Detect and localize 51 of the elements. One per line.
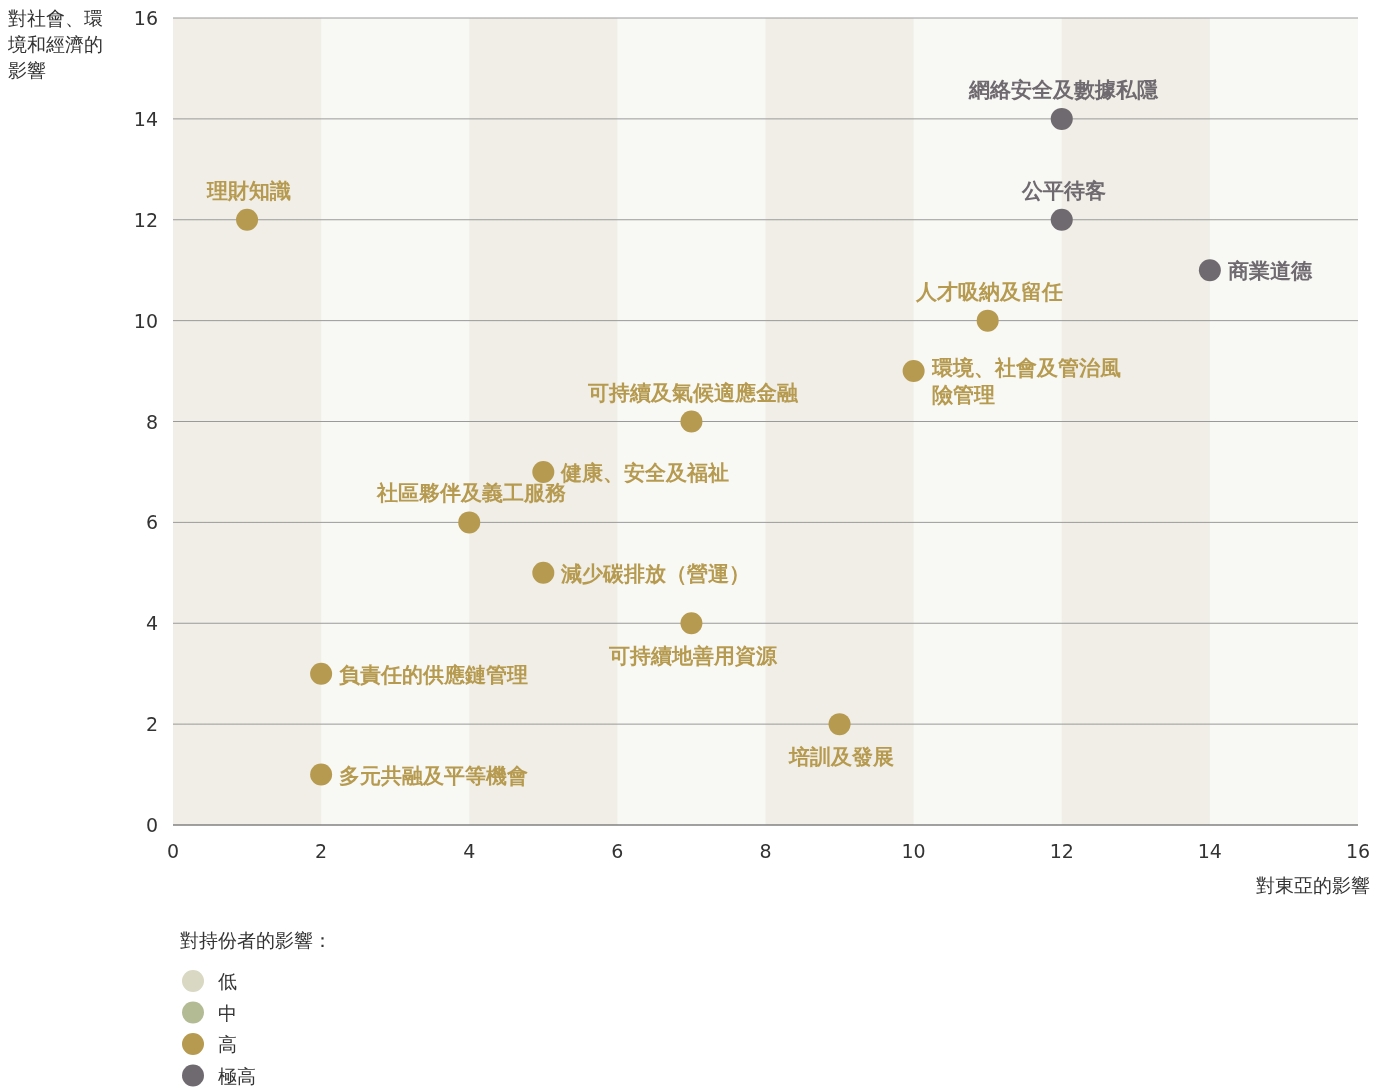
point (1050, 208, 1073, 231)
x-tick-label: 10 (901, 840, 926, 862)
x-tick-label: 4 (463, 840, 476, 862)
legend-label: 中 (218, 1001, 237, 1024)
annotation: 環境、社會及管治風險管理 (931, 355, 1122, 410)
annotation: 商業道德 (1226, 259, 1313, 284)
annotation: 多元共融及平等機會 (339, 763, 529, 788)
x-tick-label: 6 (611, 840, 624, 862)
point (458, 511, 481, 534)
point (976, 309, 999, 332)
annotation: 減少碳排放（營運） (560, 561, 751, 586)
y-tick-label: 10 (133, 309, 158, 332)
y-tick-label: 14 (133, 107, 158, 130)
point (1050, 107, 1073, 130)
y-tick-label: 4 (145, 612, 158, 635)
point (310, 662, 333, 685)
y-tick-label: 6 (145, 511, 158, 534)
x-tick-label: 14 (1197, 840, 1222, 862)
legend-title: 對持份者的影響： (180, 929, 332, 951)
y-tick-label: 0 (145, 814, 158, 836)
x-tick-label: 0 (166, 840, 180, 862)
point (680, 410, 703, 433)
legend-label: 高 (218, 1033, 237, 1055)
annotation: 公平待客 (1020, 178, 1106, 203)
point (532, 460, 555, 483)
point (902, 360, 925, 383)
annotation: 網絡安全及數據私隱 (968, 77, 1160, 102)
point (310, 763, 333, 786)
y-tick-label: 2 (145, 713, 158, 736)
annotation: 負責任的供應鏈管理 (339, 662, 529, 687)
x-tick-label: 16 (1345, 840, 1371, 862)
y-axis-title: 對社會、環境和經濟的影響 (8, 6, 104, 83)
annotation: 可持續及氣候適應金融 (587, 380, 800, 405)
annotation: 人才吸納及留任 (915, 279, 1064, 304)
point (532, 561, 555, 584)
y-tick-label: 12 (133, 208, 158, 231)
annotation: 可持續地善用資源 (608, 644, 779, 669)
point (680, 612, 703, 635)
annotation: 理財知識 (206, 178, 292, 203)
annotation: 培訓及發展 (788, 745, 895, 770)
x-tick-label: 8 (759, 840, 772, 862)
point (236, 208, 259, 231)
y-tick-label: 16 (133, 7, 158, 29)
y-tick-label: 8 (145, 410, 158, 433)
legend-label: 低 (218, 970, 237, 992)
x-axis-title: 對東亞的影響 (1256, 873, 1370, 898)
legend-label: 極高 (218, 1064, 256, 1087)
x-tick-label: 2 (315, 840, 328, 862)
point (1198, 259, 1221, 282)
x-tick-label: 12 (1049, 840, 1074, 862)
point (828, 713, 851, 736)
